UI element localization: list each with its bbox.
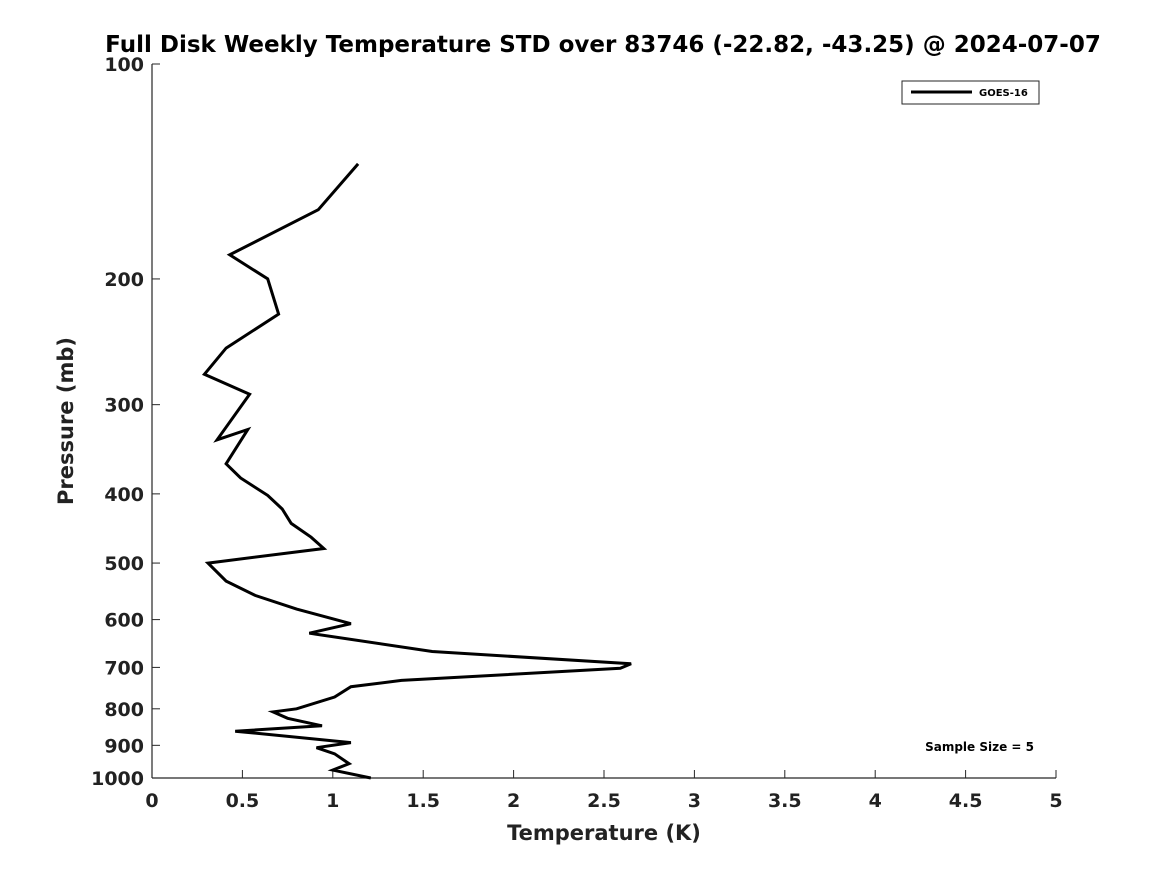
y-tick-label: 800 (104, 699, 144, 721)
x-tick-label: 4 (869, 790, 882, 812)
y-tick-label: 600 (104, 610, 144, 632)
x-tick-label: 1 (326, 790, 339, 812)
y-axis-title: Pressure (mb) (54, 337, 78, 505)
y-tick-label: 300 (104, 395, 144, 417)
x-axis-ticks: 0 0.5 1 1.5 2 2.5 3 3.5 4 4.5 5 (145, 770, 1063, 812)
x-tick-label: 5 (1049, 790, 1062, 812)
x-tick-label: 4.5 (949, 790, 983, 812)
y-tick-label: 1000 (91, 768, 144, 790)
x-tick-label: 2 (507, 790, 520, 812)
x-axis-title: Temperature (K) (507, 821, 701, 845)
y-tick-label: 400 (104, 484, 144, 506)
y-axis-ticks: 100 200 300 400 500 600 700 800 900 1000 (91, 54, 160, 790)
chart-title: Full Disk Weekly Temperature STD over 83… (105, 32, 1101, 58)
y-tick-label: 900 (104, 735, 144, 757)
y-tick-label: 500 (104, 553, 144, 575)
x-tick-label: 0 (145, 790, 158, 812)
series-line-goes-16 (201, 162, 632, 780)
x-tick-label: 3.5 (768, 790, 802, 812)
plot-area (151, 64, 1056, 779)
legend-label-goes-16: GOES-16 (979, 88, 1028, 99)
legend: GOES-16 (901, 80, 1040, 105)
x-tick-label: 0.5 (226, 790, 260, 812)
sample-size-annotation: Sample Size = 5 (925, 740, 1034, 754)
x-tick-label: 1.5 (406, 790, 440, 812)
x-tick-label: 2.5 (587, 790, 621, 812)
x-tick-label: 3 (688, 790, 701, 812)
y-tick-label: 200 (104, 269, 144, 291)
y-tick-label: 100 (104, 54, 144, 76)
y-tick-label: 700 (104, 657, 144, 679)
series-layer (201, 162, 632, 780)
